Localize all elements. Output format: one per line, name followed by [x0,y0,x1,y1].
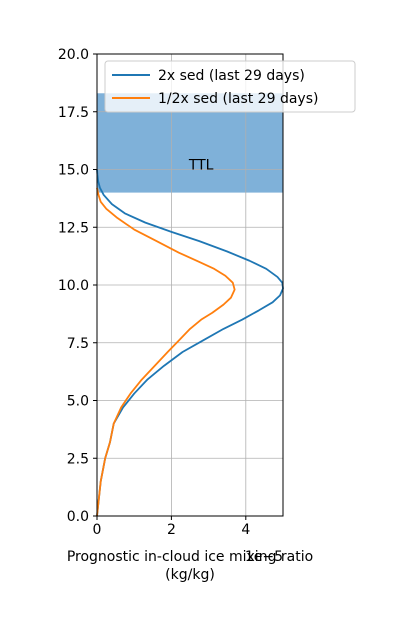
y-tick-label-6: 15.0 [58,163,89,179]
x-axis-label-line-1: (kg/kg) [165,567,215,583]
y-tick-label-4: 10.0 [58,278,89,294]
y-tick-label-8: 20.0 [58,47,89,63]
legend-layer[interactable]: 2x sed (last 29 days) 1/2x sed (last 29 d… [104,60,356,113]
x-offset-label: 1e−5 [245,549,283,565]
y-tick-label-5: 12.5 [58,220,89,236]
x-tick-label-2: 4 [241,522,250,538]
series-line-1 [96,187,236,517]
y-tick-label-7: 17.5 [58,105,89,121]
y-tick-label-1: 2.5 [67,451,89,467]
legend-box [104,60,356,113]
x-tick-label-0: 0 [93,522,102,538]
legend-entry-0[interactable]: 2x sed (last 29 days) [158,68,305,84]
y-tick-label-3: 7.5 [67,336,89,352]
series-layer [96,169,284,517]
y-tick-label-0: 0.0 [67,509,89,525]
text-layer: TTL 0 2 4 0.0 2.5 5.0 7.5 10.0 12.5 15.0 17.5 20.0 1e… [58,47,313,583]
series-line-0 [96,169,284,517]
axes-layer [93,53,284,520]
x-tick-label-1: 2 [167,522,176,538]
x-axis-label-line-0: Prognostic in-cloud ice mixing ratio [67,549,313,565]
y-tick-label-2: 5.0 [67,394,89,410]
legend-entry-1[interactable]: 1/2x sed (last 29 days) [158,91,318,107]
ttl-label: TTL [188,158,214,174]
